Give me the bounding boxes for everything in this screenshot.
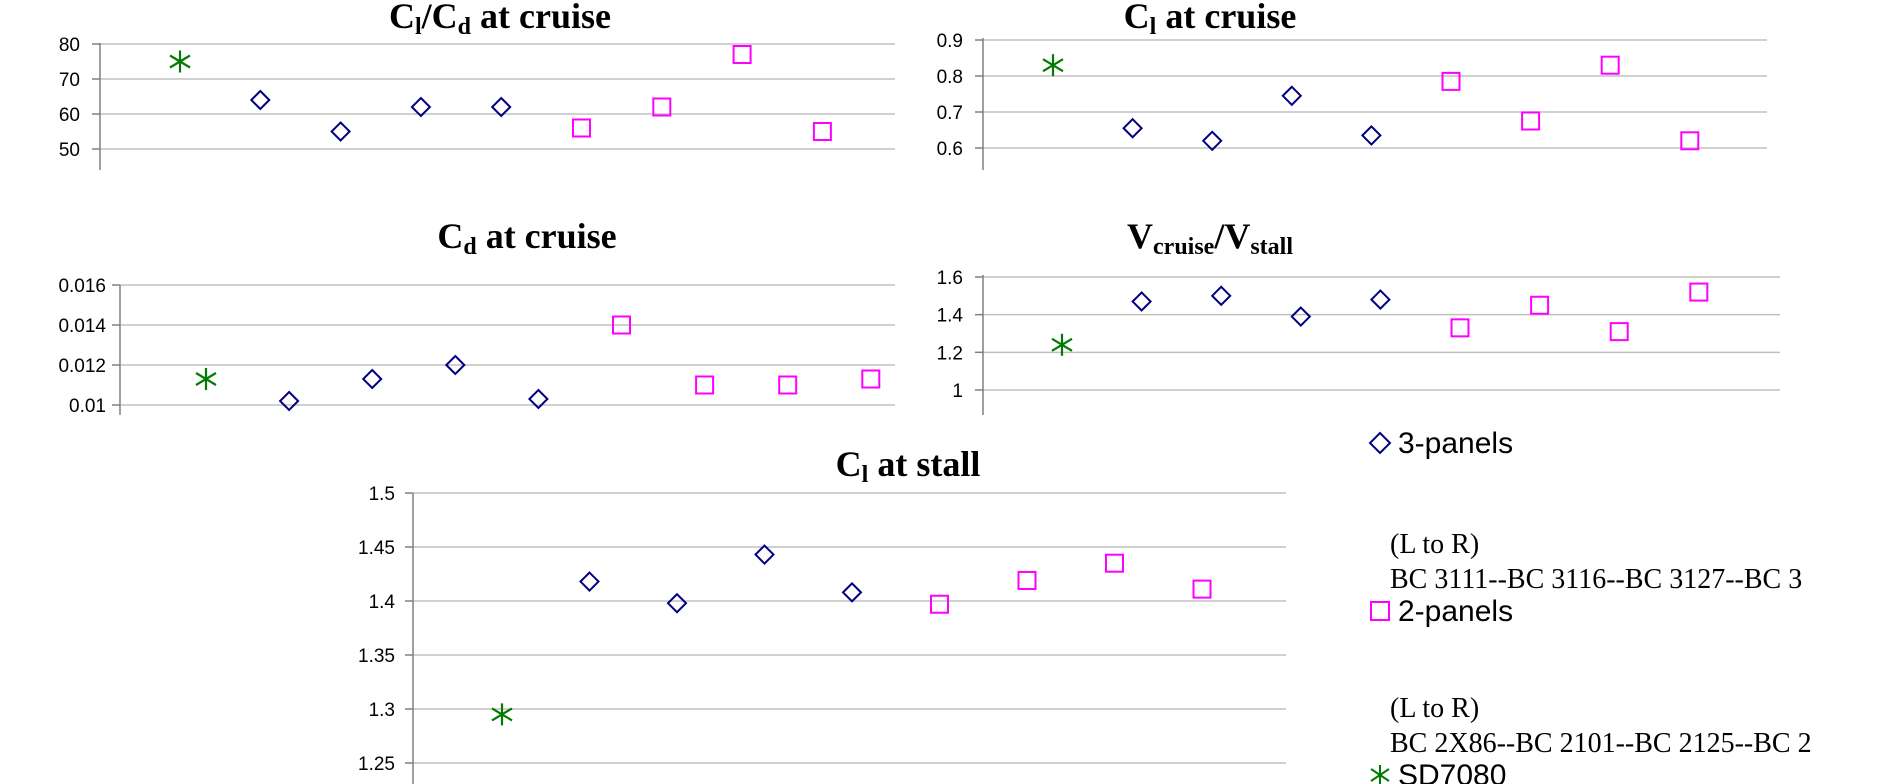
chart-title: Vcruise/Vstall bbox=[1127, 216, 1293, 260]
data-point-3-panels bbox=[527, 388, 549, 410]
y-tick-label: 60 bbox=[59, 105, 80, 126]
y-tick-label: 1.4 bbox=[937, 306, 964, 327]
legend-note-line: (L to R) bbox=[1390, 529, 1480, 560]
data-point-3-panels bbox=[249, 89, 271, 111]
data-point-3-panels bbox=[1281, 85, 1303, 107]
plot-area: 1.5 1.45 1.4 1.35 1.3 1.25 bbox=[358, 484, 1286, 784]
data-point-2-panels bbox=[1521, 111, 1541, 131]
y-tick-label: 0.01 bbox=[69, 396, 106, 415]
legend-item-3-panels: 3-panels bbox=[1368, 427, 1513, 461]
data-point-3-panels bbox=[1201, 130, 1223, 152]
legend-note-line: (L to R) bbox=[1390, 693, 1480, 724]
data-point-2-panels bbox=[652, 97, 672, 117]
data-point-3-panels bbox=[1210, 285, 1232, 307]
data-point-2-panels bbox=[695, 375, 715, 395]
square-marker-icon bbox=[1370, 601, 1390, 621]
y-tick-label: 0.014 bbox=[58, 316, 106, 337]
y-tick-label: 0.9 bbox=[937, 31, 963, 52]
data-point-sd7080 bbox=[195, 368, 217, 390]
legend-label: 2-panels bbox=[1398, 595, 1514, 628]
y-tick-label: 1 bbox=[952, 381, 963, 402]
data-point-2-panels bbox=[612, 315, 631, 335]
chart-cl-stall: Cl at stall 1.5 1.45 1.4 1.35 1.3 1.25 bbox=[300, 440, 1300, 784]
legend: 3-panels (L to R) BC 3111--BC 3116--BC 3… bbox=[1368, 425, 1877, 784]
y-tick-label: 0.012 bbox=[58, 356, 106, 377]
legend-item-sd7080: SD7080 bbox=[1368, 759, 1506, 784]
asterisk-marker-icon bbox=[1370, 765, 1390, 784]
chart-title: Cl at stall bbox=[835, 444, 981, 488]
data-point-3-panels bbox=[666, 592, 688, 614]
data-point-2-panels bbox=[1105, 553, 1124, 573]
legend-note-2-panels: (L to R) BC 2X86--BC 2101--BC 2125--BC 2 bbox=[1390, 691, 1812, 761]
data-point-2-panels bbox=[1609, 322, 1629, 342]
y-tick-label: 0.016 bbox=[58, 276, 106, 297]
data-point-3-panels bbox=[330, 121, 352, 142]
data-point-3-panels bbox=[1369, 289, 1391, 311]
y-tick-label: 0.7 bbox=[937, 103, 963, 124]
data-point-3-panels bbox=[490, 96, 512, 118]
data-point-2-panels bbox=[778, 375, 798, 395]
y-tick-label: 1.5 bbox=[369, 484, 395, 505]
plot-area: 1.6 1.4 1.2 1 bbox=[937, 268, 1780, 415]
chart-title: Cl/Cd at cruise bbox=[389, 0, 611, 40]
legend-note-3-panels: (L to R) BC 3111--BC 3116--BC 3127--BC 3 bbox=[1390, 527, 1802, 597]
data-point-3-panels bbox=[361, 368, 383, 390]
y-tick-label: 1.6 bbox=[937, 268, 963, 289]
data-point-2-panels bbox=[732, 45, 752, 64]
y-tick-label: 1.4 bbox=[369, 592, 396, 613]
data-point-2-panels bbox=[1530, 295, 1550, 315]
data-point-sd7080 bbox=[491, 703, 513, 726]
data-point-3-panels bbox=[754, 544, 775, 565]
chart-vcruise-vstall: Vcruise/Vstall 1.6 1.4 1.2 1 bbox=[910, 210, 1877, 415]
y-tick-label: 70 bbox=[59, 70, 80, 91]
y-tick-label: 1.3 bbox=[369, 700, 395, 721]
chart-cl-cruise: Cl at cruise 0.9 0.8 0.7 0.6 bbox=[910, 0, 1877, 175]
data-point-3-panels bbox=[410, 96, 432, 118]
legend-note-line: BC 2X86--BC 2101--BC 2125--BC 2 bbox=[1390, 728, 1812, 759]
data-point-3-panels bbox=[444, 354, 466, 376]
data-point-2-panels bbox=[572, 118, 591, 138]
y-tick-label: 1.2 bbox=[937, 343, 963, 364]
data-point-3-panels bbox=[841, 581, 863, 603]
legend-label: 3-panels bbox=[1398, 427, 1514, 460]
legend-note-line: BC 3111--BC 3116--BC 3127--BC 3 bbox=[1390, 564, 1803, 595]
y-tick-label: 1.45 bbox=[358, 538, 395, 559]
data-point-2-panels bbox=[1192, 579, 1212, 599]
y-tick-label: 1.25 bbox=[358, 754, 395, 775]
y-tick-label: 1.35 bbox=[358, 646, 395, 667]
plot-area: 0.016 0.014 0.012 0.01 bbox=[58, 276, 895, 415]
data-point-2-panels bbox=[1017, 570, 1037, 590]
data-point-3-panels bbox=[1122, 117, 1144, 139]
chart-title: Cd at cruise bbox=[437, 216, 617, 260]
chart-title: Cl at cruise bbox=[1123, 0, 1297, 40]
data-point-sd7080 bbox=[1042, 54, 1064, 77]
data-point-2-panels bbox=[1680, 131, 1700, 151]
data-point-3-panels bbox=[579, 571, 600, 592]
legend-label: SD7080 bbox=[1398, 759, 1507, 784]
y-tick-label: 50 bbox=[59, 140, 80, 161]
data-point-2-panels bbox=[1441, 71, 1461, 91]
chart-cl-cd-cruise: Cl/Cd at cruise 80 70 60 50 bbox=[0, 0, 910, 175]
y-tick-label: 80 bbox=[59, 35, 80, 56]
data-point-2-panels bbox=[1600, 55, 1620, 75]
diamond-marker-icon bbox=[1368, 431, 1392, 455]
y-tick-label: 0.8 bbox=[937, 67, 963, 88]
data-point-3-panels bbox=[1131, 291, 1153, 312]
data-point-sd7080 bbox=[1051, 333, 1073, 356]
plot-area: 0.9 0.8 0.7 0.6 bbox=[937, 31, 1767, 170]
data-point-3-panels bbox=[1290, 306, 1312, 327]
chart-cd-cruise: Cd at cruise 0.016 0.014 0.012 0.01 bbox=[0, 210, 910, 415]
data-point-2-panels bbox=[930, 594, 949, 614]
legend-item-2-panels: 2-panels bbox=[1368, 595, 1513, 629]
data-point-2-panels bbox=[812, 122, 832, 141]
y-tick-label: 0.6 bbox=[937, 139, 963, 160]
data-point-2-panels bbox=[1450, 318, 1470, 338]
data-point-3-panels bbox=[278, 390, 300, 412]
data-point-2-panels bbox=[861, 369, 881, 389]
plot-area: 80 70 60 50 bbox=[59, 35, 895, 170]
data-point-sd7080 bbox=[169, 50, 191, 73]
data-point-3-panels bbox=[1360, 124, 1382, 146]
data-point-2-panels bbox=[1689, 282, 1709, 302]
